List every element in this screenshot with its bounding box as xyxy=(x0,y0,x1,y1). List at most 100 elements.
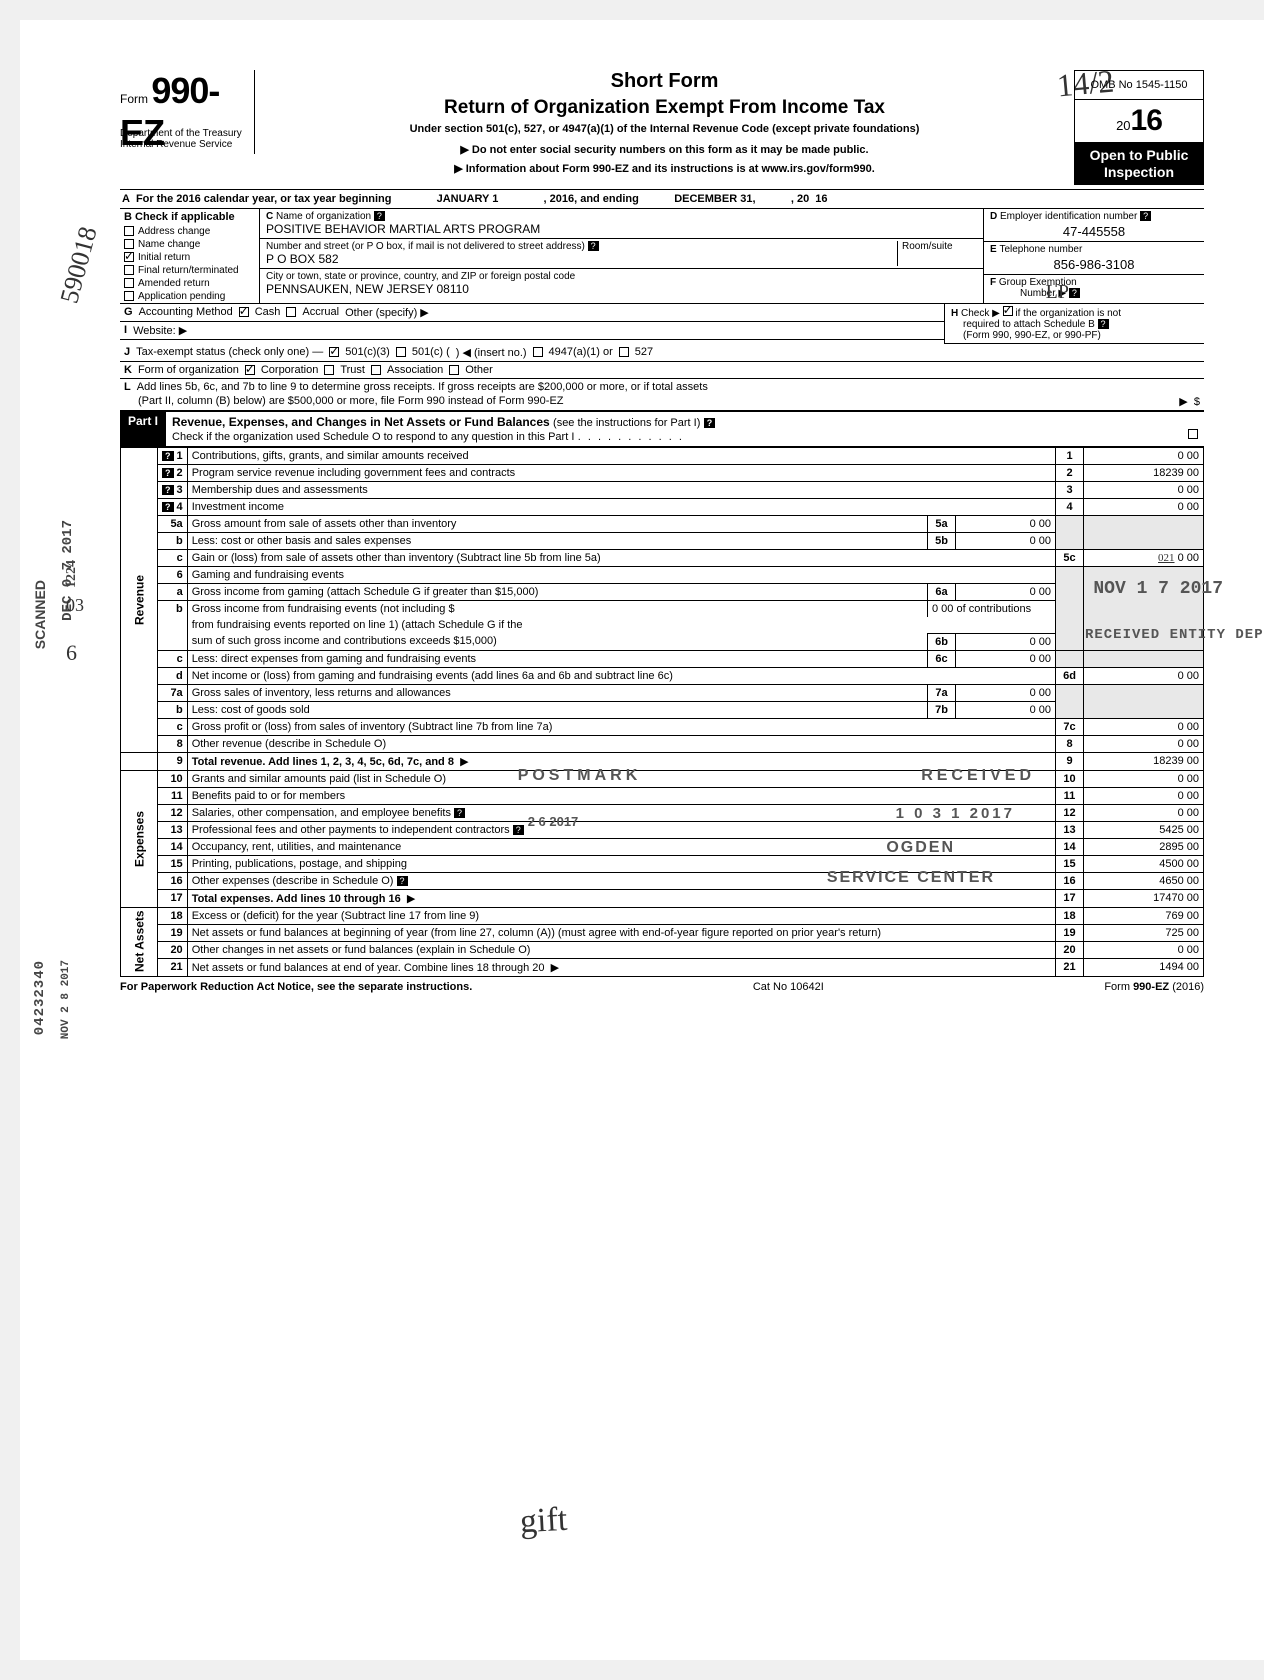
hw-gift: gift xyxy=(519,1501,568,1541)
line6b-pre: Gross income from fundraising events (no… xyxy=(192,603,455,615)
line17-val: 17470 00 xyxy=(1084,889,1204,907)
line5a-minival: 0 00 xyxy=(956,515,1056,532)
hw-021: 021 xyxy=(1158,552,1175,564)
k-corp-check[interactable] xyxy=(245,365,255,375)
d-text: Employer identification number xyxy=(1000,211,1137,222)
k-label: K xyxy=(124,364,132,376)
b-opt-4-label: Amended return xyxy=(138,278,210,289)
b-opt-0-label: Address change xyxy=(138,226,210,237)
line8-desc: Other revenue (describe in Schedule O) xyxy=(192,738,386,750)
d-label: D xyxy=(990,211,997,222)
dept-2: Internal Revenue Service xyxy=(120,139,242,150)
stamp-sidedate-nov28: NOV 2 8 2017 xyxy=(60,960,72,1039)
b-opt-4[interactable]: Amended return xyxy=(120,277,259,290)
line14-desc: Occupancy, rent, utilities, and maintena… xyxy=(192,841,402,853)
line5b-minival: 0 00 xyxy=(956,532,1056,549)
part1-bar: Part I xyxy=(120,412,166,446)
stamp-nov17: NOV 1 7 2017 xyxy=(1093,579,1223,599)
bullet-1: ▶ Do not enter social security numbers o… xyxy=(265,143,1064,156)
stamp-date1: 1 0 3 1 2017 xyxy=(896,805,1015,822)
line5b-mini: 5b xyxy=(928,532,956,549)
line7c-desc: Gross profit or (loss) from sales of inv… xyxy=(192,721,553,733)
omb-number: OMB No 1545-1150 xyxy=(1074,70,1204,100)
b-opt-0[interactable]: Address change xyxy=(120,225,259,238)
k-other-check[interactable] xyxy=(449,365,459,375)
line8-val: 0 00 xyxy=(1084,735,1204,752)
line12-val: 0 00 xyxy=(1084,804,1204,821)
j-501c-check[interactable] xyxy=(396,347,406,357)
k-other: Other xyxy=(465,364,493,376)
c-city: PENNSAUKEN, NEW JERSEY 08110 xyxy=(266,282,977,296)
l-text2: (Part II, column (B) below) are $500,000… xyxy=(124,395,564,407)
line19-val: 725 00 xyxy=(1084,924,1204,941)
h-text4: (Form 990, 990-EZ, or 990-PF) xyxy=(951,330,1101,341)
subtitle: Under section 501(c), 527, or 4947(a)(1)… xyxy=(265,123,1064,135)
b-opt-2-label: Initial return xyxy=(138,252,190,263)
b-head: Check if applicable xyxy=(135,211,235,223)
j-c: 501(c) ( xyxy=(412,346,450,358)
g-cash-check[interactable] xyxy=(239,307,249,317)
line2-desc: Program service revenue including govern… xyxy=(192,467,515,479)
main-title: Return of Organization Exempt From Incom… xyxy=(265,97,1064,119)
b-opt-2[interactable]: Initial return xyxy=(120,251,259,264)
footer-mid: Cat No 10642I xyxy=(753,981,824,993)
c-label: C xyxy=(266,211,273,222)
line5c-desc: Gain or (loss) from sale of assets other… xyxy=(192,552,601,564)
section-b: B Check if applicable Address change Nam… xyxy=(120,209,260,303)
h-text2: if the organization is not xyxy=(1015,308,1121,319)
k-assoc-check[interactable] xyxy=(371,365,381,375)
line6-desc: Gaming and fundraising events xyxy=(192,569,344,581)
footer-right-suf: (2016) xyxy=(1169,981,1204,993)
b-label: B xyxy=(124,211,132,223)
j-4947: 4947(a)(1) or xyxy=(549,346,613,358)
line17-desc: Total expenses. Add lines 10 through 16 xyxy=(192,893,401,905)
k-row: K Form of organization Corporation Trust… xyxy=(120,362,1204,379)
a-suffix: , 20 xyxy=(791,193,809,205)
line21-desc: Net assets or fund balances at end of ye… xyxy=(192,962,545,974)
j-row: J Tax-exempt status (check only one) — 5… xyxy=(120,344,1204,362)
line11-val: 0 00 xyxy=(1084,787,1204,804)
row-a: A For the 2016 calendar year, or tax yea… xyxy=(120,190,1204,209)
k-text: Form of organization xyxy=(138,364,239,376)
j-4947-check[interactable] xyxy=(533,347,543,357)
c-city-label: City or town, state or province, country… xyxy=(266,271,977,282)
line11-desc: Benefits paid to or for members xyxy=(192,790,345,802)
e-label: E xyxy=(990,244,997,255)
line14-val: 2895 00 xyxy=(1084,838,1204,855)
j-insert: ) ◀ (insert no.) xyxy=(456,346,527,359)
hw-6: 6 xyxy=(66,640,77,666)
j-527-check[interactable] xyxy=(619,347,629,357)
l-label: L xyxy=(124,381,131,393)
line6c-desc: Less: direct expenses from gaming and fu… xyxy=(192,653,476,665)
stamp-sidenum: 04232340 xyxy=(32,960,48,1035)
stamp-dec07: DEC 0 7 2017 xyxy=(60,520,76,621)
k-trust-check[interactable] xyxy=(324,365,334,375)
line6b-mid: of contributions xyxy=(956,603,1031,615)
part1-title: Revenue, Expenses, and Changes in Net As… xyxy=(172,415,550,429)
k-assoc: Association xyxy=(387,364,443,376)
line18-desc: Excess or (deficit) for the year (Subtra… xyxy=(192,910,479,922)
h-check[interactable] xyxy=(1003,306,1013,316)
line3-val: 0 00 xyxy=(1084,481,1204,498)
section-def: D Employer identification number ? 47-44… xyxy=(984,209,1204,303)
line20-val: 0 00 xyxy=(1084,941,1204,958)
stamp-recv-entity: RECEIVED ENTITY DEPT xyxy=(1085,627,1264,643)
part1-schedule-o-check[interactable] xyxy=(1188,429,1198,439)
g-text: Accounting Method xyxy=(139,306,233,318)
j-501c3-check[interactable] xyxy=(329,347,339,357)
line7b-minival: 0 00 xyxy=(956,701,1056,718)
stamp-scanned: SCANNED xyxy=(32,580,48,649)
bcdef-block: B Check if applicable Address change Nam… xyxy=(120,209,1204,304)
b-opt-5[interactable]: Application pending xyxy=(120,290,259,303)
j-527: 527 xyxy=(635,346,653,358)
g-accrual-check[interactable] xyxy=(286,307,296,317)
b-opt-3[interactable]: Final return/terminated xyxy=(120,264,259,277)
g-accrual: Accrual xyxy=(302,306,339,318)
line13-val: 5425 00 xyxy=(1084,821,1204,838)
b-opt-1[interactable]: Name change xyxy=(120,238,259,251)
line3-desc: Membership dues and assessments xyxy=(192,484,368,496)
b-opt-5-label: Application pending xyxy=(138,291,225,302)
h-label: H xyxy=(951,308,958,319)
bullet-2: ▶ Information about Form 990-EZ and its … xyxy=(265,162,1064,175)
j-c3: 501(c)(3) xyxy=(345,346,390,358)
